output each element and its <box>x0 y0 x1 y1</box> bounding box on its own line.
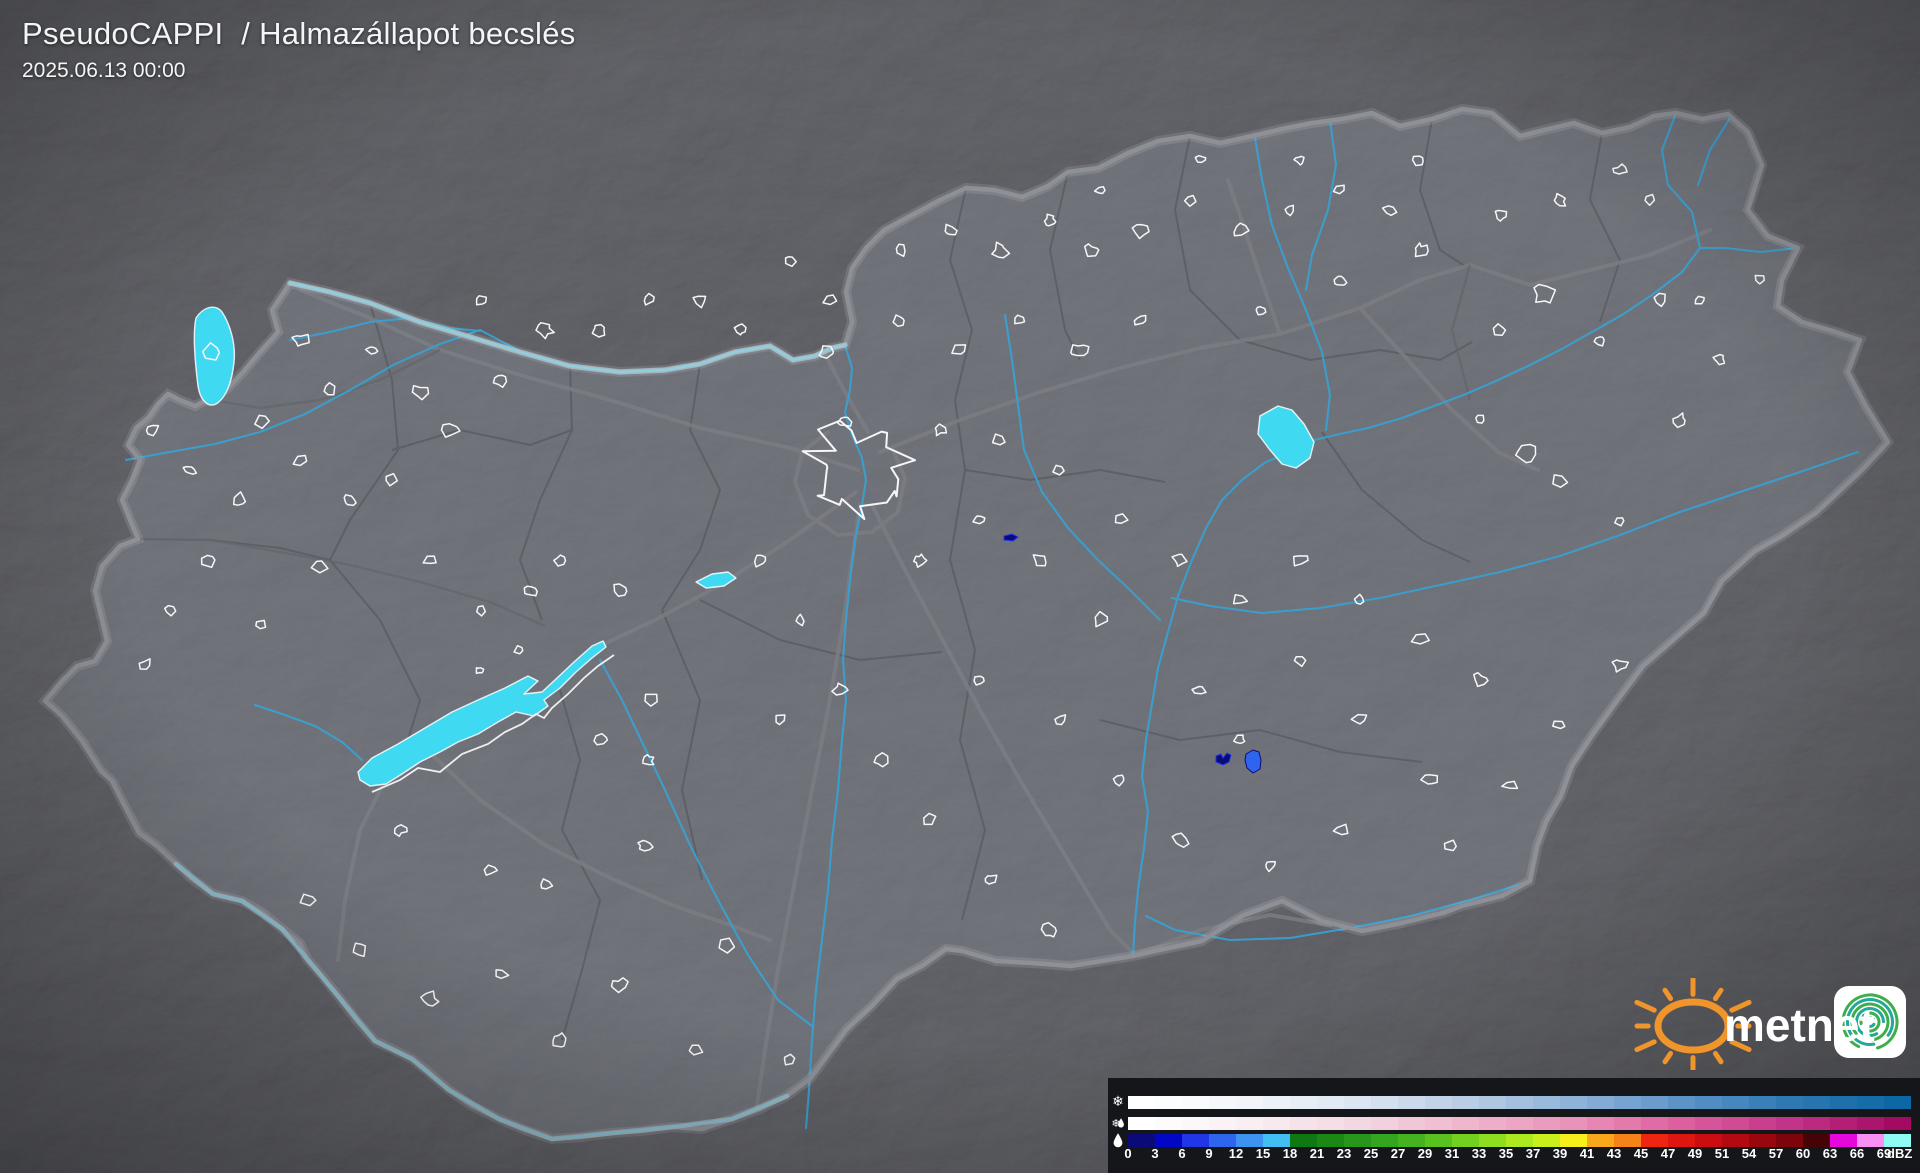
legend-tick: 47 <box>1660 1146 1676 1161</box>
legend-tick: 21 <box>1309 1146 1325 1161</box>
legend-tick: 35 <box>1498 1146 1514 1161</box>
legend-tick: 37 <box>1525 1146 1541 1161</box>
legend-tick: 39 <box>1552 1146 1568 1161</box>
timestamp: 2025.06.13 00:00 <box>22 59 186 82</box>
legend-tick: 54 <box>1741 1146 1757 1161</box>
legend-tick: 60 <box>1795 1146 1811 1161</box>
snowflake-icon: ❄ <box>1112 1094 1124 1110</box>
legend-tick: 31 <box>1444 1146 1460 1161</box>
legend-tick: 33 <box>1471 1146 1487 1161</box>
legend-tick: 45 <box>1633 1146 1649 1161</box>
legend-tick: 18 <box>1282 1146 1298 1161</box>
legend-tick: 12 <box>1228 1146 1244 1161</box>
legend-unit: dBZ <box>1887 1146 1913 1161</box>
legend-tick: 0 <box>1124 1146 1132 1161</box>
legend-tick: 51 <box>1714 1146 1730 1161</box>
page-title: PseudoCAPPI / Halmazállapot becslés <box>22 16 576 51</box>
map-header: PseudoCAPPI / Halmazállapot becslés 2025… <box>22 16 576 83</box>
legend-bar-snow <box>1128 1096 1911 1109</box>
legend-tick: 9 <box>1205 1146 1213 1161</box>
legend-row-sleet: ❄ <box>1108 1117 1920 1130</box>
legend-tick: 23 <box>1336 1146 1352 1161</box>
legend-tick: 3 <box>1151 1146 1159 1161</box>
sleet-icon: ❄ <box>1111 1117 1121 1130</box>
raindrop-icon <box>1112 1132 1124 1148</box>
logo-wordmark: metnet <box>1724 999 1875 1051</box>
legend-tick: 6 <box>1178 1146 1186 1161</box>
legend-tick: 29 <box>1417 1146 1433 1161</box>
legend-row-rain <box>1108 1132 1920 1148</box>
legend-tick: 15 <box>1255 1146 1271 1161</box>
legend-tick: 43 <box>1606 1146 1622 1161</box>
logo-graphics <box>1634 976 1906 1076</box>
metnet-logo[interactable]: metnet <box>1620 976 1912 1076</box>
legend-bar-sleet <box>1128 1117 1911 1130</box>
legend-tick: 69 <box>1876 1146 1892 1161</box>
legend-bar-rain <box>1128 1134 1911 1147</box>
legend-ticks: 0 3 6 9 12 15 18 21 23 25 27 29 31 33 35 37 39 41 43 45 47 49… <box>1108 1146 1920 1166</box>
legend-tick: 49 <box>1687 1146 1703 1161</box>
legend-tick: 63 <box>1822 1146 1838 1161</box>
legend-tick: 66 <box>1849 1146 1865 1161</box>
metnet-app-icon <box>1834 986 1906 1058</box>
sun-icon <box>1634 976 1752 1076</box>
legend-panel: ❄ ❄ 0 3 6 9 12 15 18 21 23 25 27 29 31 33 35 37 39 41 43 45 4… <box>1108 1078 1920 1173</box>
legend-tick: 27 <box>1390 1146 1406 1161</box>
sleet-drop <box>1117 1115 1125 1131</box>
legend-tick: 41 <box>1579 1146 1595 1161</box>
legend-row-snow: ❄ <box>1108 1094 1920 1110</box>
legend-tick: 57 <box>1768 1146 1784 1161</box>
legend-tick: 25 <box>1363 1146 1379 1161</box>
